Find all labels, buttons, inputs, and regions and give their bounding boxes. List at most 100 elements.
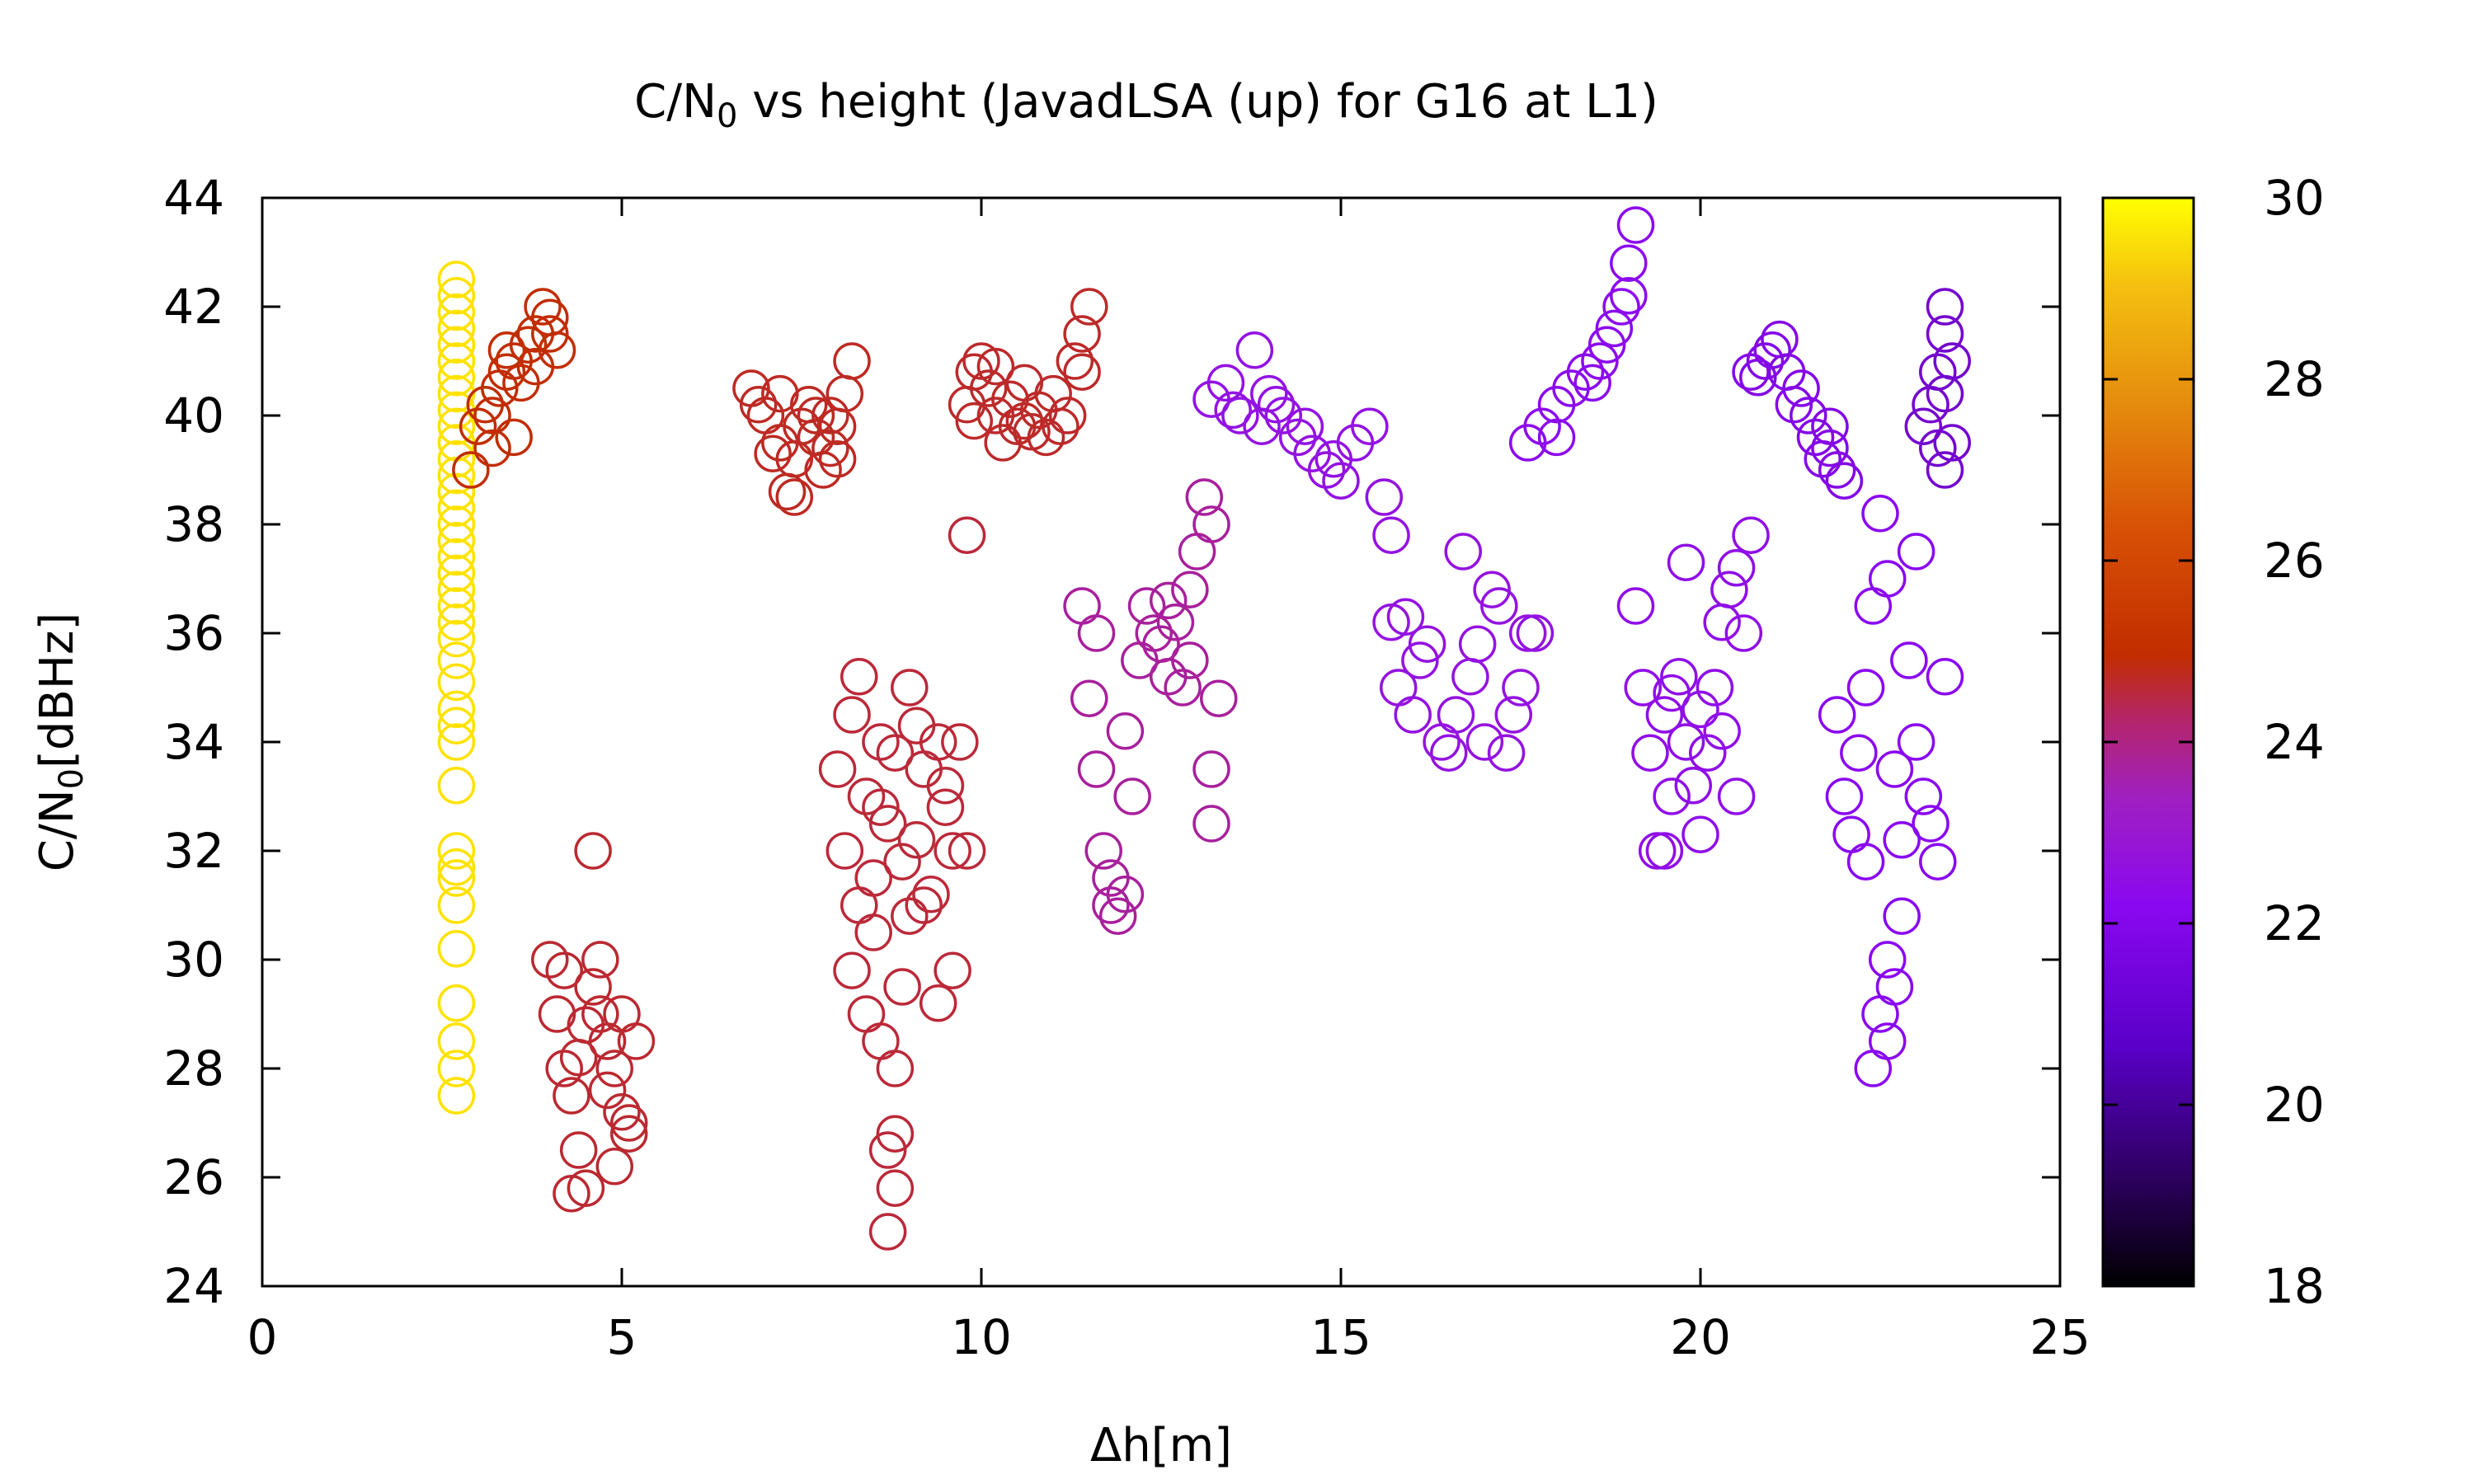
data-point bbox=[941, 723, 979, 761]
data-point bbox=[574, 832, 612, 870]
data-point bbox=[595, 1050, 634, 1087]
data-point bbox=[437, 930, 476, 968]
data-point bbox=[1761, 320, 1799, 359]
data-point bbox=[1077, 614, 1116, 652]
data-point bbox=[1401, 641, 1439, 679]
data-point bbox=[437, 663, 476, 702]
data-point bbox=[1250, 374, 1288, 413]
data-point bbox=[1192, 805, 1230, 843]
data-point bbox=[1854, 587, 1893, 625]
data-point bbox=[1386, 598, 1425, 636]
data-point bbox=[437, 505, 476, 543]
data-point bbox=[775, 478, 814, 516]
data-point bbox=[603, 1093, 641, 1131]
data-point bbox=[1573, 364, 1611, 402]
data-point bbox=[437, 1022, 476, 1060]
data-point bbox=[1926, 451, 1964, 489]
y-tick-label: 34 bbox=[163, 714, 224, 770]
data-point bbox=[862, 788, 900, 826]
y-tick-label: 30 bbox=[163, 932, 224, 988]
x-tick-label: 15 bbox=[1310, 1309, 1371, 1365]
data-point bbox=[1818, 696, 1856, 734]
data-point bbox=[1257, 386, 1296, 424]
data-point bbox=[1171, 641, 1209, 679]
data-point bbox=[1444, 533, 1482, 571]
data-point bbox=[1624, 669, 1662, 707]
data-point bbox=[1423, 723, 1460, 761]
data-point bbox=[1667, 543, 1705, 581]
y-tick-label: 38 bbox=[163, 496, 224, 552]
data-point bbox=[1149, 581, 1188, 620]
data-point bbox=[862, 1022, 900, 1060]
data-point bbox=[437, 690, 476, 729]
data-point bbox=[1616, 206, 1655, 244]
data-point bbox=[1681, 815, 1719, 853]
data-point bbox=[1883, 897, 1921, 935]
data-point bbox=[833, 696, 871, 734]
data-point bbox=[452, 451, 490, 489]
data-point bbox=[437, 538, 476, 576]
data-point bbox=[891, 897, 929, 935]
colorbar-tick-label: 24 bbox=[2264, 714, 2325, 770]
data-point bbox=[437, 261, 476, 298]
data-point bbox=[876, 734, 915, 772]
data-point bbox=[1494, 696, 1533, 734]
data-point bbox=[883, 843, 921, 881]
data-point bbox=[840, 658, 878, 696]
data-point bbox=[574, 968, 612, 1006]
y-tick-label: 44 bbox=[163, 170, 224, 226]
data-point bbox=[1883, 821, 1921, 859]
data-point bbox=[1926, 658, 1964, 696]
data-point bbox=[1458, 625, 1497, 663]
data-point bbox=[1610, 244, 1648, 282]
data-point bbox=[1286, 407, 1324, 445]
data-point bbox=[1732, 516, 1770, 554]
data-point bbox=[1372, 516, 1410, 554]
data-point bbox=[1739, 359, 1777, 397]
data-point bbox=[581, 995, 619, 1033]
data-point bbox=[1875, 750, 1914, 788]
data-point bbox=[1465, 723, 1504, 761]
data-point bbox=[1214, 391, 1252, 430]
data-point bbox=[437, 293, 476, 331]
data-point bbox=[868, 1131, 907, 1169]
data-point bbox=[473, 397, 511, 434]
data-point bbox=[437, 587, 476, 625]
data-point bbox=[524, 288, 562, 326]
data-point bbox=[509, 326, 548, 364]
data-point bbox=[754, 434, 792, 472]
data-point bbox=[854, 913, 892, 951]
data-point bbox=[473, 429, 511, 467]
data-point bbox=[553, 1175, 590, 1213]
data-point bbox=[437, 277, 476, 315]
data-point bbox=[588, 1071, 627, 1110]
data-point bbox=[897, 707, 936, 744]
data-point bbox=[761, 374, 799, 413]
data-point bbox=[1825, 462, 1864, 500]
data-point bbox=[595, 1148, 634, 1186]
data-point bbox=[811, 429, 849, 467]
data-point bbox=[891, 669, 929, 707]
data-point bbox=[437, 723, 476, 761]
data-point bbox=[437, 522, 476, 560]
data-point bbox=[1775, 386, 1813, 424]
data-point bbox=[862, 723, 900, 761]
data-point bbox=[545, 951, 583, 989]
x-axis-label: Δh[m] bbox=[1090, 1419, 1232, 1472]
data-point bbox=[934, 951, 971, 989]
data-point bbox=[1451, 658, 1489, 696]
data-point bbox=[1221, 397, 1259, 434]
data-point bbox=[603, 995, 641, 1033]
data-point bbox=[1681, 690, 1719, 729]
data-point bbox=[1192, 750, 1230, 788]
data-point bbox=[545, 1050, 583, 1087]
data-point bbox=[1508, 614, 1547, 652]
data-point bbox=[1587, 326, 1626, 364]
data-point bbox=[1631, 734, 1669, 772]
data-point bbox=[804, 451, 842, 489]
data-point bbox=[1919, 353, 1957, 391]
x-axis-ticks: 0 5 10 15 20 25 bbox=[247, 198, 2091, 1365]
data-point bbox=[1005, 402, 1044, 440]
data-point bbox=[811, 397, 849, 434]
